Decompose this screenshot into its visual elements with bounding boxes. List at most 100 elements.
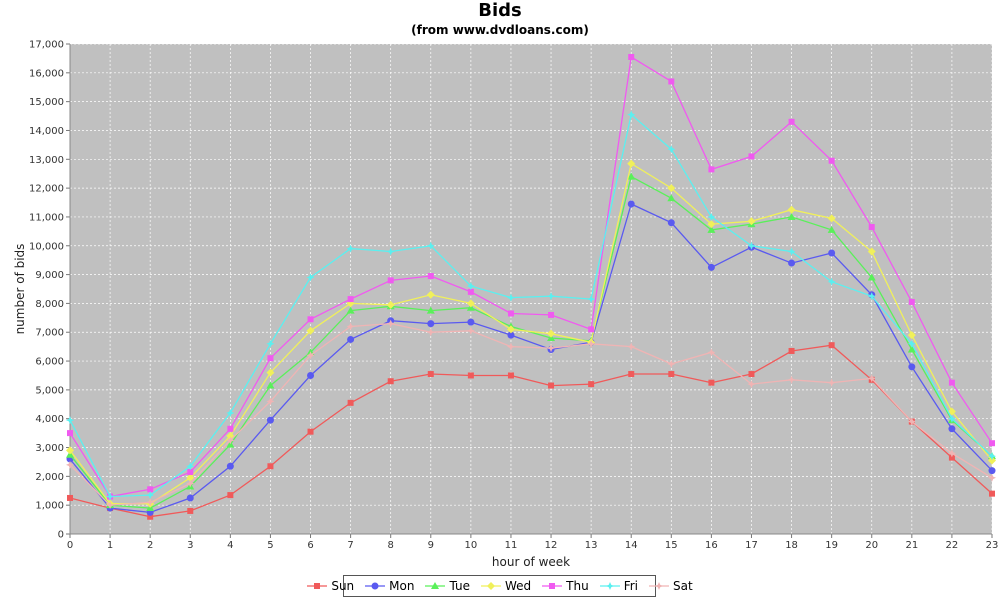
- legend-marker: [314, 583, 321, 589]
- data-point-sun: [989, 490, 995, 497]
- data-point-sat: [386, 319, 395, 328]
- data-point-fri: [226, 408, 235, 417]
- data-point-fri: [947, 414, 956, 423]
- data-point-sat: [827, 378, 836, 387]
- legend-item-wed: Wed: [480, 579, 531, 593]
- chart-subtitle: (from www.dvdloans.com): [411, 23, 589, 37]
- data-point-mon: [828, 249, 836, 257]
- chart-title: Bids: [478, 0, 522, 21]
- legend-marker: [549, 583, 556, 589]
- series-line-sat: [69, 322, 993, 506]
- data-point-fri: [386, 247, 395, 256]
- data-point-fri: [667, 145, 676, 154]
- data-point-thu: [147, 486, 154, 493]
- data-point-sun: [748, 371, 755, 378]
- data-point-thu: [868, 224, 875, 231]
- data-point-wed: [627, 159, 636, 168]
- x-tick-label: 6: [307, 540, 313, 551]
- data-point-thu: [708, 166, 715, 173]
- data-point-wed: [667, 184, 676, 193]
- legend-label: Mon: [389, 579, 415, 593]
- data-point-wed: [747, 217, 756, 226]
- x-tick-label: 12: [545, 540, 558, 551]
- x-tick-label: 0: [67, 540, 73, 551]
- data-point-wed: [787, 205, 796, 214]
- y-axis-label: number of bids: [13, 244, 27, 335]
- data-point-fri: [627, 110, 636, 119]
- legend-marker: [371, 582, 379, 590]
- data-point-fri: [186, 462, 195, 471]
- data-point-mon: [988, 467, 996, 475]
- y-tick-label: 8,000: [35, 299, 64, 310]
- data-point-wed: [266, 368, 275, 377]
- data-point-thu: [347, 296, 354, 303]
- data-point-sun: [267, 463, 274, 470]
- y-tick-label: 9,000: [35, 270, 64, 281]
- data-point-thu: [788, 118, 795, 125]
- data-point-wed: [867, 247, 876, 256]
- data-point-thu: [387, 277, 394, 284]
- x-tick-label: 20: [865, 540, 878, 551]
- data-point-mon: [948, 425, 956, 433]
- data-point-fri: [146, 491, 155, 500]
- data-point-sat: [186, 479, 195, 488]
- plot-area: [70, 44, 992, 534]
- series-line-sun: [69, 344, 993, 518]
- legend-label: Tue: [449, 579, 470, 593]
- legend-swatch-sat: [648, 582, 669, 590]
- x-tick-label: 15: [665, 540, 678, 551]
- data-point-tue: [667, 194, 676, 202]
- data-point-fri: [547, 292, 556, 301]
- data-point-sun: [307, 428, 314, 435]
- data-point-fri: [306, 273, 315, 282]
- data-point-tue: [627, 172, 636, 180]
- data-point-mon: [347, 335, 355, 343]
- data-point-mon: [908, 363, 916, 371]
- data-point-wed: [186, 473, 195, 482]
- data-point-thu: [668, 78, 675, 85]
- legend-marker: [654, 582, 663, 590]
- series-line-thu: [69, 55, 993, 498]
- data-point-mon: [226, 462, 234, 470]
- data-point-sat: [907, 417, 916, 426]
- legend-swatch-sun: [307, 583, 328, 589]
- legend-swatch-tue: [425, 582, 446, 589]
- data-point-sat: [867, 374, 876, 383]
- y-tick-label: 15,000: [29, 97, 64, 108]
- data-point-fri: [707, 212, 716, 221]
- data-point-thu: [67, 430, 73, 437]
- data-point-fri: [747, 241, 756, 250]
- series-fri: [66, 110, 996, 501]
- data-point-wed: [707, 220, 716, 229]
- legend-marker: [605, 582, 614, 590]
- data-point-sat: [146, 498, 155, 507]
- data-point-tue: [707, 225, 716, 233]
- data-point-sun: [948, 454, 955, 461]
- legend-label: Sun: [331, 579, 355, 593]
- data-point-mon: [467, 318, 475, 326]
- data-point-tue: [426, 306, 435, 314]
- data-point-sun: [67, 494, 73, 501]
- data-point-wed: [947, 407, 956, 416]
- data-point-sat: [346, 322, 355, 331]
- y-tick-label: 7,000: [35, 328, 64, 339]
- data-point-tue: [867, 273, 876, 281]
- grid-lines: [69, 43, 993, 535]
- legend-swatch-fri: [599, 582, 620, 590]
- data-point-fri: [787, 247, 796, 256]
- data-point-sat: [547, 344, 556, 353]
- y-tick-label: 11,000: [29, 212, 64, 223]
- y-tick-label: 13,000: [29, 155, 64, 166]
- data-point-mon: [667, 219, 675, 227]
- legend-label: Sat: [672, 579, 693, 593]
- data-point-tue: [266, 381, 275, 389]
- x-tick-label: 16: [705, 540, 718, 551]
- data-point-sun: [588, 381, 595, 388]
- data-point-tue: [346, 306, 355, 314]
- data-point-sat: [587, 339, 596, 348]
- data-point-sat: [506, 342, 515, 351]
- data-point-sat: [988, 473, 996, 482]
- x-tick-label: 17: [745, 540, 758, 551]
- data-point-sat: [306, 351, 315, 360]
- x-tick-label: 9: [428, 540, 434, 551]
